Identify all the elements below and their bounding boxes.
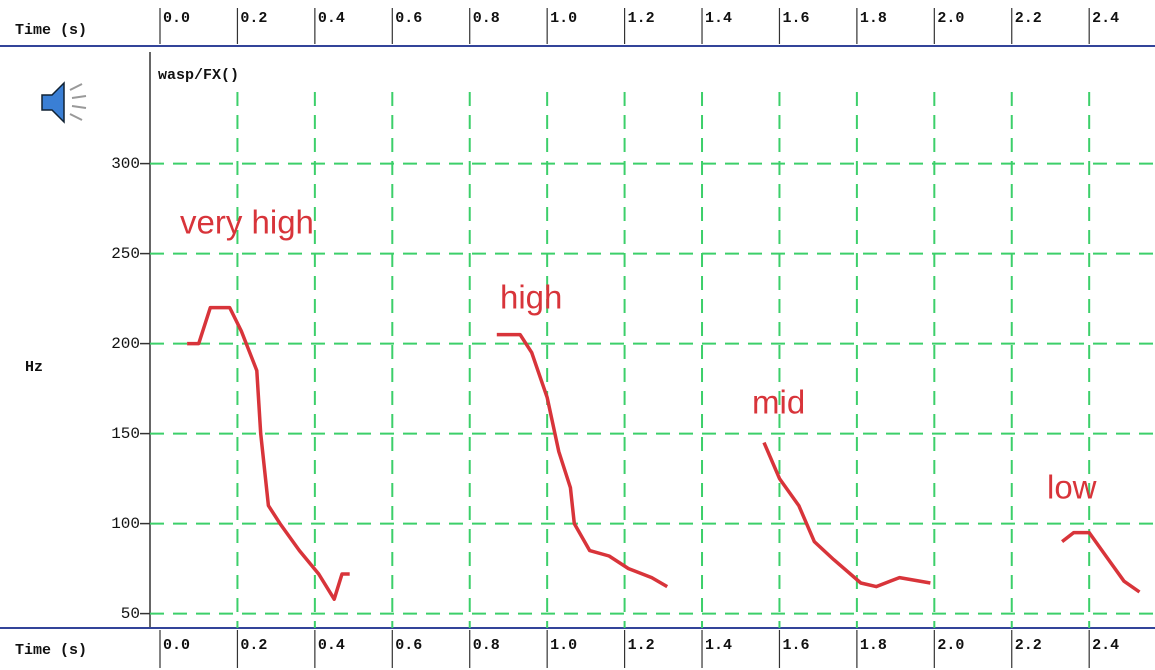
- pitch-track: [496, 332, 669, 589]
- y-tick-label: 200: [111, 335, 140, 353]
- y-tick-label: 100: [111, 515, 140, 533]
- track-label: low: [1047, 469, 1097, 506]
- x-tick-label-top: 0.0: [163, 10, 190, 27]
- x-tick-label-top: 0.6: [395, 10, 422, 27]
- x-tick-label-top: 2.4: [1092, 10, 1119, 27]
- y-tick-label: 150: [111, 425, 140, 443]
- panel-title: wasp/FX(): [158, 67, 239, 84]
- y-axis-label: Hz: [25, 359, 43, 376]
- pitch-track: [187, 305, 350, 601]
- y-tick-label: 250: [111, 245, 140, 263]
- x-tick-label-top: 0.2: [240, 10, 267, 27]
- x-tick-label-bottom: 2.4: [1092, 637, 1119, 654]
- pitch-track: [762, 441, 931, 589]
- x-tick-label-top: 2.2: [1015, 10, 1042, 27]
- x-tick-label-bottom: 0.6: [395, 637, 422, 654]
- x-tick-label-bottom: 1.0: [550, 637, 577, 654]
- x-axis-label-top: Time (s): [15, 22, 87, 39]
- track-label: very high: [180, 204, 314, 241]
- x-tick-label-top: 0.8: [473, 10, 500, 27]
- track-label: mid: [752, 384, 805, 421]
- x-tick-label-bottom: 1.4: [705, 637, 732, 654]
- x-tick-label-top: 1.4: [705, 10, 732, 27]
- speaker-icon[interactable]: [41, 81, 87, 124]
- x-tick-label-bottom: 0.2: [240, 637, 267, 654]
- x-tick-label-bottom: 1.8: [860, 637, 887, 654]
- x-tick-label-top: 2.0: [937, 10, 964, 27]
- track-label: high: [500, 279, 562, 316]
- x-tick-label-bottom: 1.6: [782, 637, 809, 654]
- x-tick-label-bottom: 0.8: [473, 637, 500, 654]
- x-tick-label-top: 1.6: [782, 10, 809, 27]
- x-tick-label-bottom: 0.4: [318, 637, 345, 654]
- x-tick-label-bottom: 2.0: [937, 637, 964, 654]
- x-tick-label-bottom: 1.2: [628, 637, 655, 654]
- x-tick-label-top: 1.8: [860, 10, 887, 27]
- y-tick-label: 50: [121, 605, 140, 623]
- y-tick-label: 300: [111, 155, 140, 173]
- x-tick-label-top: 0.4: [318, 10, 345, 27]
- x-tick-label-top: 1.2: [628, 10, 655, 27]
- x-tick-label-bottom: 0.0: [163, 637, 190, 654]
- pitch-track: [1061, 530, 1141, 594]
- x-tick-label-top: 1.0: [550, 10, 577, 27]
- x-tick-label-bottom: 2.2: [1015, 637, 1042, 654]
- x-axis-label-bottom: Time (s): [15, 642, 87, 659]
